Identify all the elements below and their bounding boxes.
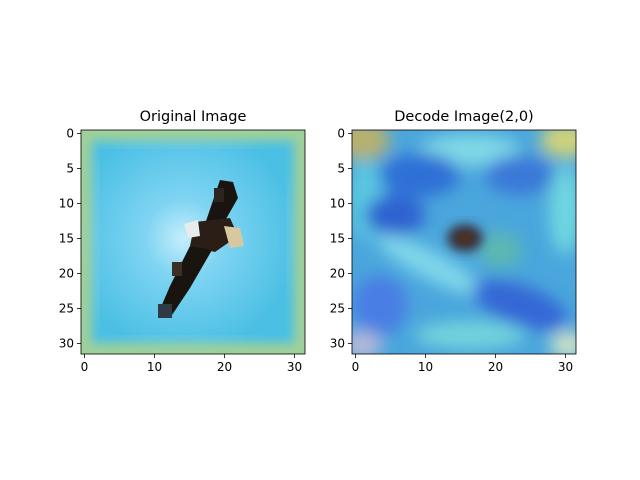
decode-x-tick-label: 20 (488, 360, 503, 374)
original-x-tick-label: 10 (147, 360, 162, 374)
original-x-tick-label: 20 (217, 360, 232, 374)
original-y-tick-label: 20 (59, 267, 74, 281)
decode-green-mid (478, 232, 522, 268)
decode-cyan-right (549, 165, 576, 255)
decode-cyan-band (376, 234, 484, 296)
original-image (81, 130, 305, 354)
eagle-pixel-2 (172, 262, 182, 276)
decode-blue-low-right (472, 279, 568, 331)
decode-y-tick-label: 20 (330, 267, 345, 281)
decode-pale-bl (352, 331, 382, 354)
original-x-axis: 0 10 20 30 (81, 354, 302, 374)
original-image-title: Original Image (140, 109, 247, 125)
decode-x-tick-label: 0 (352, 360, 360, 374)
original-y-tick-label: 10 (59, 197, 74, 211)
original-y-tick-label: 0 (66, 127, 74, 141)
eagle-wing-lower (158, 246, 212, 318)
original-frame (80, 129, 306, 355)
original-y-tick-label: 25 (59, 302, 74, 316)
decode-y-tick-label: 30 (330, 337, 345, 351)
decode-pale-br (550, 331, 576, 354)
decode-x-axis: 0 10 20 30 (352, 354, 573, 374)
decode-x-tick-label: 10 (418, 360, 433, 374)
original-x-tick-label: 30 (287, 360, 302, 374)
decode-y-tick-label: 10 (330, 197, 345, 211)
decode-image-title: Decode Image(2,0) (394, 109, 533, 125)
decode-dark-core (457, 232, 473, 244)
eagle-pixel-3 (214, 188, 224, 202)
decode-blue-top-right (485, 155, 555, 195)
decode-image-panel: Decode Image(2,0) (330, 109, 577, 374)
decode-blue-low-left (352, 275, 408, 335)
decode-y-tick-label: 0 (337, 127, 345, 141)
decode-image (352, 130, 576, 354)
decode-cyan-bottom (415, 321, 525, 349)
original-y-tick-label: 30 (59, 337, 74, 351)
decode-blue-mid-left (365, 195, 425, 235)
original-y-axis: 0 5 10 15 20 25 30 (59, 127, 81, 351)
eagle-head (224, 226, 244, 248)
original-x-tick-label: 0 (81, 360, 89, 374)
eagle (158, 180, 244, 318)
decode-blue-top-left (380, 153, 460, 197)
decode-x-tick-label: 30 (558, 360, 573, 374)
eagle-pixel-1 (158, 304, 172, 318)
decode-y-tick-label: 15 (330, 232, 345, 246)
original-image-panel: Original Image 0 10 20 30 0 5 10 15 20 25 30 (59, 109, 306, 374)
decode-y-axis: 0 5 10 15 20 25 30 (330, 127, 352, 351)
decode-frame (351, 129, 577, 355)
decode-yellow-tl (352, 130, 390, 160)
original-y-tick-label: 5 (66, 162, 74, 176)
eagle-tail (184, 220, 200, 238)
decode-y-tick-label: 25 (330, 302, 345, 316)
eagle-wing-upper (205, 180, 238, 226)
decode-y-tick-label: 5 (337, 162, 345, 176)
original-y-tick-label: 15 (59, 232, 74, 246)
decode-yellow-tr (540, 130, 576, 158)
